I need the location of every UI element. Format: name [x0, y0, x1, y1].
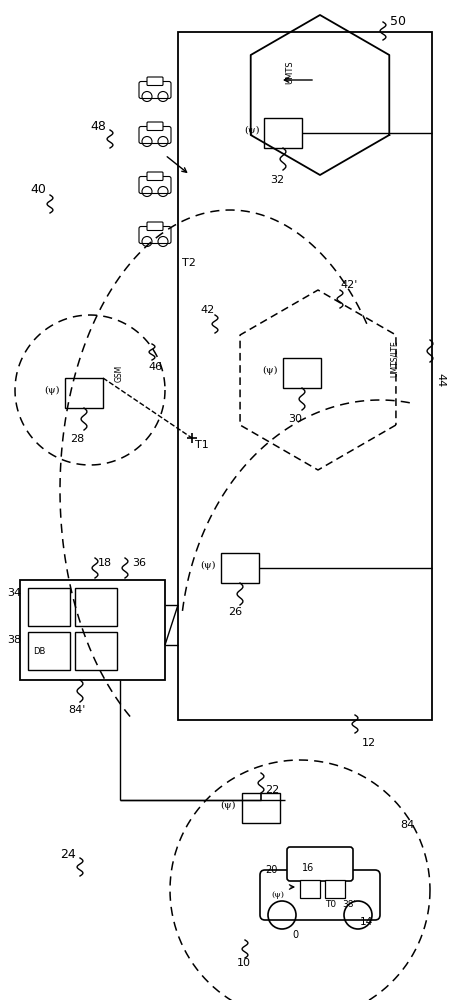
- Text: 36: 36: [132, 558, 146, 568]
- Text: T1: T1: [195, 440, 209, 450]
- Text: 20: 20: [265, 865, 277, 875]
- FancyBboxPatch shape: [139, 126, 171, 143]
- Bar: [28, 588, 70, 626]
- Text: DB: DB: [33, 647, 45, 656]
- Text: 10: 10: [237, 958, 251, 968]
- Text: 46: 46: [148, 362, 162, 372]
- Text: T2: T2: [182, 258, 196, 268]
- Text: 38: 38: [7, 635, 21, 645]
- Text: 48: 48: [90, 120, 106, 133]
- Bar: [178, 32, 432, 720]
- Text: T0: T0: [325, 900, 336, 909]
- Bar: [75, 632, 117, 670]
- Text: (ψ): (ψ): [220, 800, 236, 810]
- Text: 12: 12: [362, 738, 376, 748]
- Bar: [65, 378, 103, 408]
- Bar: [242, 793, 280, 823]
- Text: 40: 40: [30, 183, 46, 196]
- Text: 84: 84: [400, 820, 414, 830]
- Bar: [20, 580, 165, 680]
- Text: 0: 0: [292, 930, 298, 940]
- Bar: [300, 880, 320, 898]
- Text: (ψ): (ψ): [244, 125, 260, 135]
- Text: 38': 38': [342, 900, 356, 909]
- FancyBboxPatch shape: [139, 227, 171, 243]
- Text: 22: 22: [265, 785, 279, 795]
- Text: 42: 42: [200, 305, 214, 315]
- Bar: [264, 118, 302, 148]
- Bar: [75, 588, 117, 626]
- Text: 28: 28: [70, 434, 84, 444]
- Text: (ψ): (ψ): [200, 560, 216, 570]
- FancyBboxPatch shape: [260, 870, 380, 920]
- FancyBboxPatch shape: [147, 77, 163, 86]
- Text: 34: 34: [7, 588, 21, 598]
- Text: 32: 32: [270, 175, 284, 185]
- Text: 26: 26: [228, 607, 242, 617]
- Text: UMTS: UMTS: [285, 60, 294, 84]
- Text: 24: 24: [60, 848, 76, 861]
- Text: (ψ): (ψ): [262, 365, 278, 375]
- Text: 84': 84': [68, 705, 85, 715]
- Text: 18: 18: [98, 558, 112, 568]
- Bar: [283, 358, 321, 388]
- FancyBboxPatch shape: [147, 172, 163, 180]
- Text: 44: 44: [435, 373, 445, 387]
- FancyBboxPatch shape: [139, 176, 171, 194]
- Text: 50: 50: [390, 15, 406, 28]
- FancyBboxPatch shape: [139, 82, 171, 99]
- Text: (ψ): (ψ): [44, 385, 60, 395]
- Text: 14: 14: [360, 917, 373, 927]
- FancyBboxPatch shape: [147, 222, 163, 231]
- Text: 16: 16: [302, 863, 314, 873]
- Bar: [325, 880, 345, 898]
- Text: 42': 42': [340, 280, 357, 290]
- Text: (ψ): (ψ): [272, 891, 285, 899]
- Text: 30: 30: [288, 414, 302, 424]
- Bar: [28, 632, 70, 670]
- FancyBboxPatch shape: [287, 847, 353, 881]
- FancyBboxPatch shape: [147, 122, 163, 130]
- Text: GSM: GSM: [115, 365, 124, 382]
- Text: UMTS/LTE: UMTS/LTE: [390, 340, 399, 377]
- Bar: [221, 553, 259, 583]
